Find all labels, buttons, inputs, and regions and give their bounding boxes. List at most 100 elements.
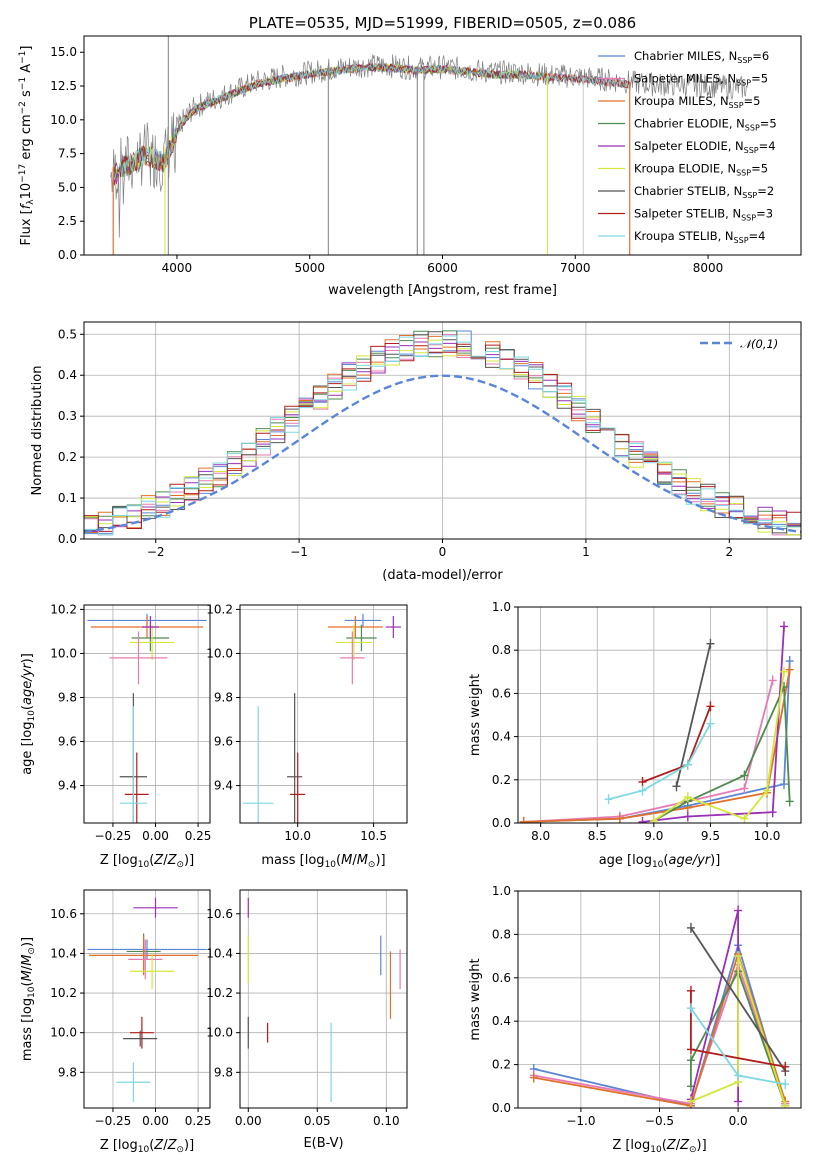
axes-frame xyxy=(239,604,408,824)
y-tick-label: 1.0 xyxy=(492,600,511,614)
x-tick-label: −1 xyxy=(290,545,308,559)
weight-series xyxy=(519,664,794,823)
spectrum-panel: 4000 5000 6000 7000 8000 0.0 2.5 5.0 7.5 10.0 12.5… xyxy=(18,14,802,298)
y-tick-label: 0.4 xyxy=(58,368,77,382)
weight-point-marker xyxy=(780,621,789,632)
weight-vs-age-panel: 8.0 8.5 9.0 9.5 10.0 0.0 0.2 0.4 0.6 0.8 1.0 age [l… xyxy=(468,600,802,870)
legend-entry: Chabrier ELODIE, NSSP=5 xyxy=(598,117,777,133)
weight-series-line xyxy=(533,950,787,1107)
errorbar-point xyxy=(124,752,149,823)
x-axis-label: mass [log10(M/M⊙)] xyxy=(261,853,385,870)
y-tick-label: 0.4 xyxy=(492,730,511,744)
errorbar-point xyxy=(87,939,207,960)
y-tick-label: 10.0 xyxy=(50,646,77,660)
y-tick-label: 0.2 xyxy=(492,773,511,787)
x-axis-label: E(B-V) xyxy=(303,1136,343,1151)
x-tick-label: −0.25 xyxy=(95,829,132,843)
mass-vs-metallicity-panel: −0.25 0.00 0.25 9.8 10.0 10.2 10.4 10.6 Z [log10… xyxy=(20,889,212,1155)
errorbar-point xyxy=(109,631,168,685)
plot-area xyxy=(84,330,801,536)
y-tick-label: 5.0 xyxy=(58,180,77,194)
weight-series xyxy=(672,638,715,792)
y-tick-label: 0.0 xyxy=(58,248,77,262)
plot-area xyxy=(243,613,401,823)
x-tick-label: 0.25 xyxy=(185,829,212,843)
errorbar-point xyxy=(385,616,401,639)
weight-point-marker xyxy=(686,985,695,996)
legend-label: Salpeter ELODIE, NSSP=4 xyxy=(634,139,776,155)
weight-series-line xyxy=(533,942,787,1107)
weight-point-marker xyxy=(734,1096,743,1107)
weight-series-line xyxy=(675,643,712,787)
y-tick-label: 9.6 xyxy=(58,735,77,749)
x-tick-label: −0.5 xyxy=(645,1114,674,1128)
mass-vs-extinction-panel: 0.00 0.05 0.10 9.8 10.0 10.2 10.4 10.6 E(B-V) xyxy=(206,889,408,1151)
errorbar-point xyxy=(129,1016,154,1049)
weight-point-marker xyxy=(781,1100,790,1108)
residual-histogram-panel: −2 −1 0 1 2 0.0 0.1 0.2 0.3 0.4 0.5 (data-model)/er… xyxy=(30,321,802,583)
age-vs-mass-panel: 10.0 10.5 9.4 9.6 9.8 10.0 10.2 mass [log10(M/M… xyxy=(206,602,408,870)
weight-point-marker xyxy=(740,770,749,781)
y-axis-label: age [log10(age/yr)] xyxy=(20,653,37,775)
errorbar-point xyxy=(344,613,382,628)
model-spectrum-line xyxy=(112,63,630,185)
weight-point-marker xyxy=(519,816,528,823)
x-axis-label: (data-model)/error xyxy=(382,568,503,583)
errorbar-point xyxy=(243,706,274,823)
y-tick-label: 10.2 xyxy=(206,602,233,616)
legend-label: Salpeter MILES, NSSP=5 xyxy=(634,72,768,88)
legend-label: Chabrier ELODIE, NSSP=5 xyxy=(634,117,777,133)
x-tick-label: 8.0 xyxy=(531,829,550,843)
y-tick-label: 0.8 xyxy=(492,643,511,657)
y-axis-label: mass weight xyxy=(468,958,483,1040)
model-spectrum-line xyxy=(112,62,630,184)
x-tick-label: 10.0 xyxy=(284,829,311,843)
plot-area xyxy=(519,621,794,823)
x-tick-label: 6000 xyxy=(427,261,458,275)
weight-point-marker xyxy=(785,664,794,675)
x-tick-label: 10.0 xyxy=(754,829,781,843)
x-tick-label: 7000 xyxy=(560,261,591,275)
x-tick-label: 0.10 xyxy=(373,1114,400,1128)
errorbar-point xyxy=(290,752,306,823)
errorbar-point xyxy=(119,706,147,823)
x-tick-label: 0 xyxy=(439,545,447,559)
weight-point-marker xyxy=(638,776,647,787)
y-axis-label: mass [log10(M/M⊙)] xyxy=(20,937,37,1061)
y-tick-label: 0.1 xyxy=(58,491,77,505)
model-spectrum-line xyxy=(112,62,630,186)
y-tick-label: 10.4 xyxy=(50,946,77,960)
y-tick-label: 7.5 xyxy=(58,147,77,161)
legend-entry: Kroupa STELIB, NSSP=4 xyxy=(598,229,765,245)
weight-point-marker xyxy=(686,1044,695,1055)
legend-entry: Salpeter ELODIE, NSSP=4 xyxy=(598,139,776,155)
legend-label: 𝒩(0,1) xyxy=(740,337,778,351)
x-tick-label: 1 xyxy=(582,545,590,559)
y-axis-label: Flux [fλ10−17 erg cm−2 s−1 A−1] xyxy=(18,46,36,246)
y-tick-label: 10.2 xyxy=(50,602,77,616)
plot-area xyxy=(529,905,790,1108)
errorbar-point xyxy=(129,953,175,990)
x-axis-label: Z [log10(Z/Z⊙)] xyxy=(100,853,194,870)
y-tick-label: 10.2 xyxy=(206,986,233,1000)
x-tick-label: 0.25 xyxy=(185,1114,212,1128)
weight-series-line xyxy=(642,626,785,823)
x-tick-label: −1.0 xyxy=(566,1114,595,1128)
legend-entry: Chabrier MILES, NSSP=6 xyxy=(598,49,769,65)
x-tick-label: 0.0 xyxy=(729,1114,748,1128)
y-tick-label: 1.0 xyxy=(492,884,511,898)
y-tick-label: 0.0 xyxy=(492,816,511,830)
weight-point-marker xyxy=(638,816,647,823)
y-tick-label: 0.2 xyxy=(492,1058,511,1072)
y-tick-label: 10.2 xyxy=(50,986,77,1000)
weight-point-marker xyxy=(763,785,772,796)
x-tick-label: 9.0 xyxy=(644,829,663,843)
y-tick-label: 10.0 xyxy=(206,1026,233,1040)
errorbar-point xyxy=(128,939,163,980)
y-tick-label: 0.6 xyxy=(492,686,511,700)
axes-frame xyxy=(517,890,802,1109)
x-axis-label: wavelength [Angstrom, rest frame] xyxy=(328,283,557,298)
legend-label: Kroupa MILES, NSSP=5 xyxy=(634,94,760,110)
weight-point-marker xyxy=(683,792,692,803)
axes-frame xyxy=(83,321,802,540)
